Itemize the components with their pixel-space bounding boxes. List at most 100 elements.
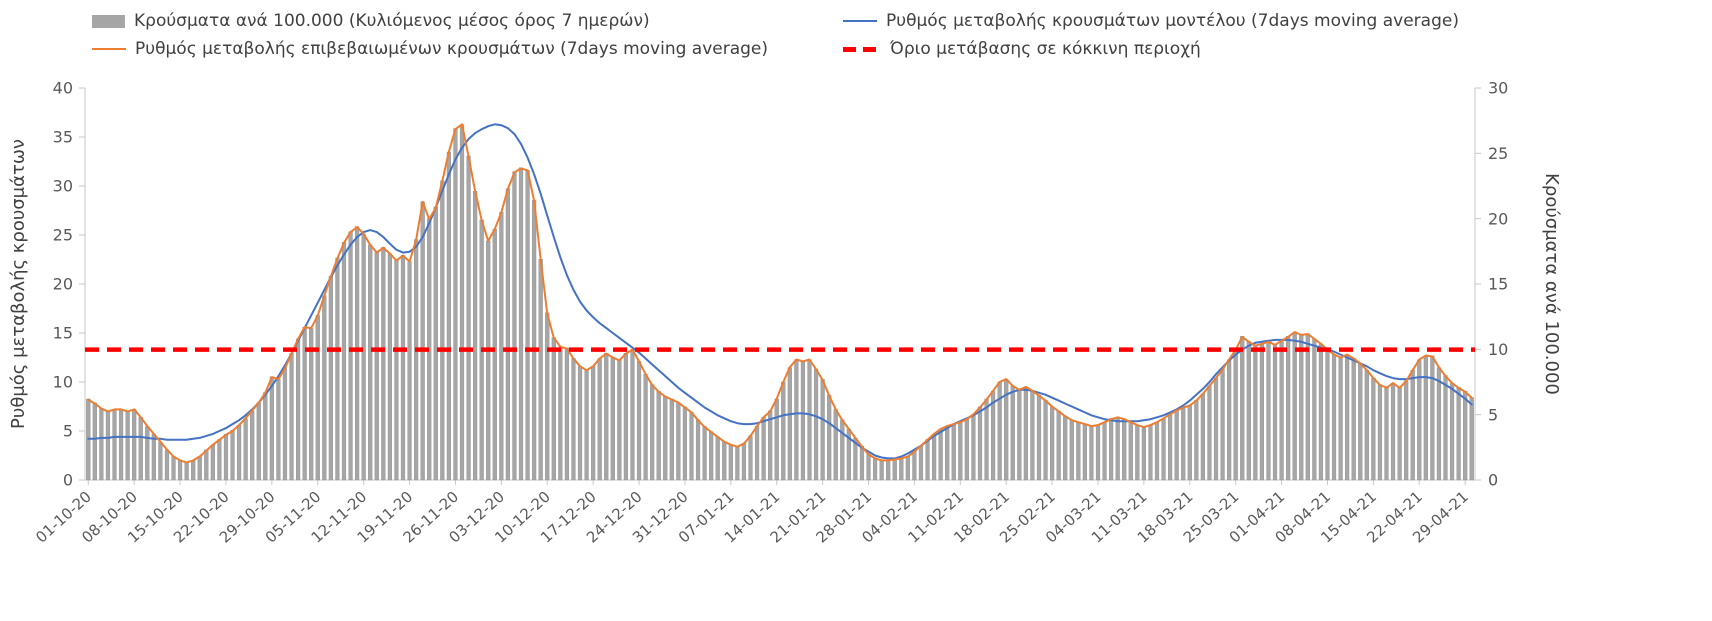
legend-label-model-rate: Ρυθμός μεταβολής κρουσμάτων μοντέλου (7d… xyxy=(886,11,1459,31)
bar xyxy=(1017,389,1022,481)
bar xyxy=(532,200,537,481)
bar xyxy=(650,384,655,481)
bar xyxy=(341,241,347,481)
bar xyxy=(768,410,773,481)
y-axis-left-tick-label: 20 xyxy=(53,275,73,294)
bar xyxy=(440,180,445,481)
y-axis-left-tick-label: 15 xyxy=(53,324,73,343)
bar xyxy=(387,253,392,481)
bar xyxy=(1122,418,1127,481)
bar xyxy=(230,430,235,481)
bar xyxy=(1331,354,1337,481)
bar xyxy=(164,449,170,481)
bar xyxy=(1377,384,1383,481)
bar xyxy=(1220,368,1225,481)
confirmed-rate-line xyxy=(87,123,1473,464)
bar xyxy=(518,167,524,481)
bar xyxy=(800,360,806,481)
bar xyxy=(722,441,727,481)
bar xyxy=(99,407,104,481)
bar xyxy=(912,451,917,481)
bar xyxy=(551,337,556,481)
bar xyxy=(761,417,766,481)
bar xyxy=(1345,354,1350,481)
bar xyxy=(1181,406,1186,481)
bar xyxy=(564,347,570,481)
y-axis-left-tick-label: 25 xyxy=(53,226,73,245)
bar xyxy=(781,381,786,481)
y-axis-right-tick-label: 5 xyxy=(1488,405,1498,424)
bar xyxy=(774,398,779,481)
bar xyxy=(217,439,222,481)
bar xyxy=(1056,410,1061,481)
lines-layer xyxy=(87,123,1473,464)
bar xyxy=(407,261,412,481)
bar xyxy=(1312,338,1317,481)
bar xyxy=(1286,336,1291,481)
bar xyxy=(1240,336,1245,481)
bar xyxy=(591,366,596,481)
bar xyxy=(1266,341,1271,481)
bar xyxy=(354,226,360,481)
bar xyxy=(754,426,760,481)
bar xyxy=(1128,422,1133,481)
bar xyxy=(1463,390,1468,481)
bar xyxy=(617,359,622,481)
legend-item-confirmed-rate: Ρυθμός μεταβολής επιβεβαιωμένων κρουσμάτ… xyxy=(92,39,768,59)
bar xyxy=(236,424,242,481)
bar xyxy=(1469,397,1474,481)
y-axis-left-tick-label: 30 xyxy=(53,177,73,196)
y-axis-left-tick-label: 35 xyxy=(53,128,73,147)
y-axis-left-title: Ρυθμός μεταβολής κρουσμάτων xyxy=(8,139,29,429)
bar xyxy=(328,275,333,481)
bar xyxy=(623,353,629,481)
bar xyxy=(400,255,406,481)
bar xyxy=(682,406,688,481)
bar xyxy=(604,353,609,481)
blue-line-swatch-icon xyxy=(843,20,877,22)
orange-line-swatch-icon xyxy=(92,48,126,50)
y-axis-right-tick-label: 10 xyxy=(1488,340,1508,359)
bar xyxy=(210,444,215,481)
bar xyxy=(1109,418,1114,481)
bar xyxy=(584,370,589,481)
bar xyxy=(256,402,261,481)
bar xyxy=(827,394,832,481)
bar xyxy=(938,428,943,481)
bar xyxy=(689,411,694,481)
bar xyxy=(335,257,340,481)
red-dashed-swatch-icon xyxy=(843,46,881,52)
bar xyxy=(138,417,143,481)
bar xyxy=(872,457,878,481)
bar xyxy=(695,419,701,481)
bar xyxy=(145,426,150,481)
bar xyxy=(984,398,989,481)
bar xyxy=(558,346,563,481)
bar xyxy=(663,396,668,481)
bar xyxy=(1135,424,1140,481)
bar xyxy=(381,247,386,481)
bar xyxy=(899,457,904,481)
bar xyxy=(610,356,615,481)
bar xyxy=(158,441,163,481)
bar xyxy=(1069,419,1074,481)
bar xyxy=(276,379,281,481)
bars-layer xyxy=(86,124,1474,481)
bar xyxy=(879,460,884,481)
bar xyxy=(1325,349,1330,481)
bar xyxy=(971,414,976,481)
bar xyxy=(1187,405,1192,481)
bar xyxy=(1246,341,1251,481)
legend-item-red-threshold: Όριο μετάβασης σε κόκκινη περιοχή xyxy=(843,39,1201,59)
bar xyxy=(886,460,891,481)
bar xyxy=(368,244,373,481)
bar xyxy=(1141,426,1146,481)
bar xyxy=(840,419,845,481)
bar xyxy=(486,240,491,481)
bar xyxy=(676,402,681,481)
axes-layer xyxy=(79,87,1481,485)
legend-label-confirmed-rate: Ρυθμός μεταβολής επιβεβαιωμένων κρουσμάτ… xyxy=(135,39,769,59)
bar xyxy=(1207,385,1212,481)
bar xyxy=(977,406,983,481)
